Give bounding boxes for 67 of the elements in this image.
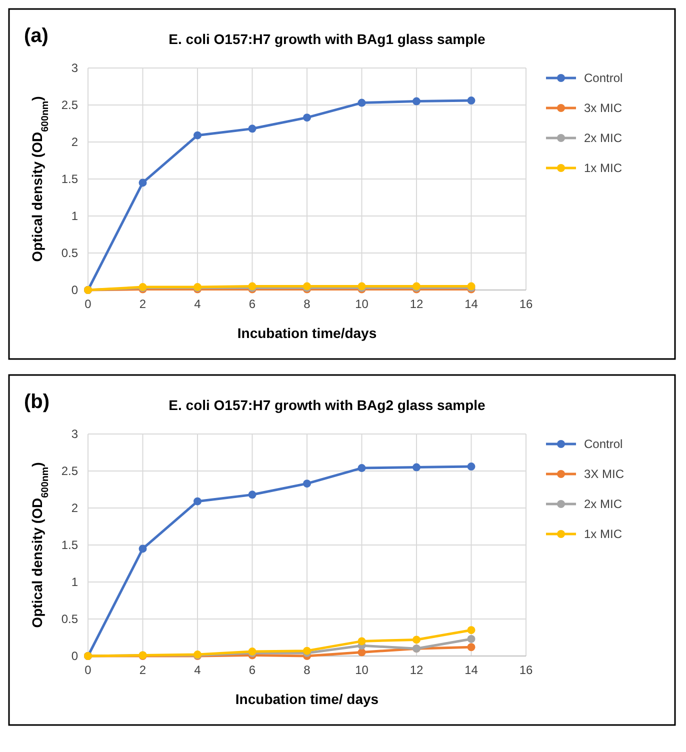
x-tick-label: 4 bbox=[194, 663, 202, 677]
point bbox=[412, 97, 420, 106]
y-tick-label: 1.5 bbox=[61, 538, 78, 552]
x-tick-label: 4 bbox=[194, 297, 202, 311]
y-tick-label: 0 bbox=[71, 283, 78, 297]
legend-label: Control bbox=[584, 71, 623, 85]
x-tick-label: 6 bbox=[248, 297, 256, 311]
point bbox=[467, 96, 476, 105]
legend-label: Control bbox=[584, 437, 623, 451]
point bbox=[194, 497, 202, 506]
y-tick-label: 2 bbox=[71, 501, 78, 515]
text: (a) bbox=[24, 25, 48, 47]
x-tick-label: 10 bbox=[355, 297, 369, 311]
point bbox=[358, 98, 366, 107]
chart-title: E. coli O157:H7 growth with BAg1 glass sample bbox=[168, 31, 486, 47]
point bbox=[303, 480, 311, 488]
point bbox=[358, 464, 366, 472]
x-tick-label: 14 bbox=[464, 297, 478, 311]
point bbox=[303, 646, 311, 655]
point bbox=[248, 124, 256, 133]
y-tick-label: 0.5 bbox=[61, 612, 78, 626]
y-tick-label: 3 bbox=[71, 61, 78, 75]
y-tick-label: 1 bbox=[71, 209, 78, 223]
point bbox=[358, 648, 366, 656]
y-tick-label: 2 bbox=[71, 135, 78, 149]
x-tick-label: 14 bbox=[464, 663, 478, 677]
point bbox=[467, 626, 476, 634]
point bbox=[467, 634, 476, 643]
x-tick-label: 8 bbox=[304, 663, 311, 677]
point bbox=[138, 178, 147, 187]
y-tick-label: 0 bbox=[71, 649, 78, 663]
x-tick-label: 2 bbox=[139, 663, 146, 677]
x-axis-title: Incubation time/days bbox=[237, 325, 377, 341]
y-tick-label: 1.5 bbox=[61, 172, 78, 186]
x-tick-label: 12 bbox=[410, 297, 424, 311]
x-tick-label: 12 bbox=[410, 663, 424, 677]
chart-title: E. coli O157:H7 growth with BAg2 glass sample bbox=[168, 397, 486, 413]
point bbox=[467, 643, 476, 652]
point bbox=[467, 462, 476, 471]
x-tick-label: 16 bbox=[519, 663, 533, 677]
x-tick-label: 10 bbox=[355, 663, 369, 677]
y-tick-label: 1 bbox=[71, 575, 78, 589]
text: (b) bbox=[24, 391, 50, 413]
x-tick-label: 0 bbox=[84, 663, 92, 677]
x-axis-title: Incubation time/ days bbox=[235, 691, 379, 707]
x-tick-label: 16 bbox=[519, 297, 533, 311]
point bbox=[194, 131, 202, 140]
y-tick-label: 3 bbox=[71, 427, 78, 441]
y-tick-label: 2.5 bbox=[61, 98, 78, 112]
legend-label: 2x MIC bbox=[584, 131, 622, 145]
legend-label: 1x MIC bbox=[584, 161, 622, 175]
x-tick-label: 8 bbox=[304, 297, 311, 311]
x-tick-label: 2 bbox=[139, 297, 146, 311]
point bbox=[248, 490, 256, 499]
point bbox=[303, 114, 311, 122]
y-tick-label: 0.5 bbox=[61, 246, 78, 260]
legend-label: 3X MIC bbox=[584, 467, 624, 481]
legend-label: 3x MIC bbox=[584, 101, 622, 115]
legend-label: 1x MIC bbox=[584, 527, 622, 541]
point bbox=[138, 544, 147, 553]
x-tick-label: 0 bbox=[84, 297, 92, 311]
point bbox=[412, 636, 420, 644]
y-tick-label: 2.5 bbox=[61, 464, 78, 478]
point bbox=[358, 637, 366, 646]
point bbox=[412, 463, 420, 472]
legend-label: 2x MIC bbox=[584, 497, 622, 511]
x-tick-label: 6 bbox=[248, 663, 256, 677]
